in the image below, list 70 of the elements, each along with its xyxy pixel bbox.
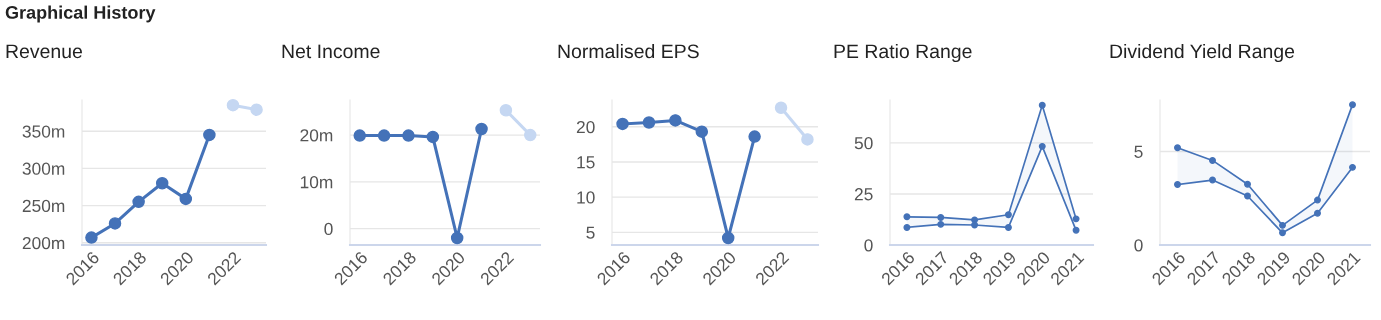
text: Graphical History — [5, 5, 156, 23]
point — [669, 114, 682, 127]
point — [616, 117, 629, 131]
point — [499, 104, 513, 117]
point — [1038, 101, 1046, 109]
point — [721, 231, 735, 245]
point — [179, 192, 193, 206]
point — [937, 220, 945, 228]
point — [1244, 180, 1251, 188]
point — [1279, 221, 1286, 229]
point — [937, 213, 945, 221]
point — [1209, 156, 1216, 164]
point — [1349, 163, 1356, 171]
point — [642, 116, 656, 129]
point — [1279, 229, 1286, 237]
point — [250, 103, 263, 116]
point — [524, 128, 537, 142]
chart-title: Net Income — [282, 44, 380, 59]
y-tick-label: 300m — [22, 162, 65, 175]
point — [801, 133, 814, 146]
chart-title: Normalised EPS — [558, 43, 699, 59]
y-tick-label: 20m — [300, 129, 333, 142]
point — [402, 129, 415, 142]
point — [155, 177, 169, 190]
y-tick-label: 350m — [22, 125, 65, 138]
point — [1072, 226, 1080, 234]
point — [1174, 181, 1181, 189]
point — [1314, 196, 1321, 204]
point — [1038, 142, 1046, 150]
point — [903, 213, 911, 221]
point — [1174, 144, 1181, 152]
chart-title: PE Ratio Range — [834, 43, 972, 63]
point — [108, 217, 122, 230]
y-tick-label: 50 — [854, 137, 873, 150]
point — [1004, 211, 1012, 219]
point — [1072, 215, 1080, 223]
point — [132, 195, 145, 209]
y-tick-label: 5 — [1134, 145, 1143, 158]
point — [774, 101, 788, 114]
point — [971, 216, 979, 224]
y-tick-label: 200m — [22, 236, 65, 250]
point — [475, 122, 488, 136]
point — [1244, 192, 1251, 200]
y-tick-label: 10 — [577, 191, 595, 204]
point — [377, 129, 391, 142]
point — [426, 130, 440, 144]
y-tick-label: 0 — [1134, 239, 1143, 252]
y-tick-label: 250m — [22, 199, 65, 213]
point — [85, 231, 98, 244]
point — [450, 231, 464, 245]
point — [1209, 176, 1216, 184]
point — [903, 223, 911, 231]
point — [203, 128, 216, 142]
y-tick-label: 15 — [577, 156, 595, 169]
y-tick-label: 0 — [324, 222, 333, 236]
y-tick-label: 20 — [576, 120, 595, 134]
y-tick-label: 25 — [854, 188, 873, 201]
point — [748, 130, 761, 143]
point — [226, 98, 240, 112]
point — [971, 221, 979, 229]
point — [1004, 223, 1012, 231]
y-tick-label: 0 — [864, 239, 873, 252]
chart-title: Revenue — [6, 44, 82, 59]
y-tick-label: 10m — [300, 176, 333, 189]
point — [1349, 101, 1356, 109]
point — [1314, 209, 1321, 217]
chart-title: Dividend Yield Range — [1110, 43, 1295, 63]
y-tick-label: 5 — [586, 226, 595, 239]
point — [695, 125, 709, 138]
point — [353, 129, 366, 142]
